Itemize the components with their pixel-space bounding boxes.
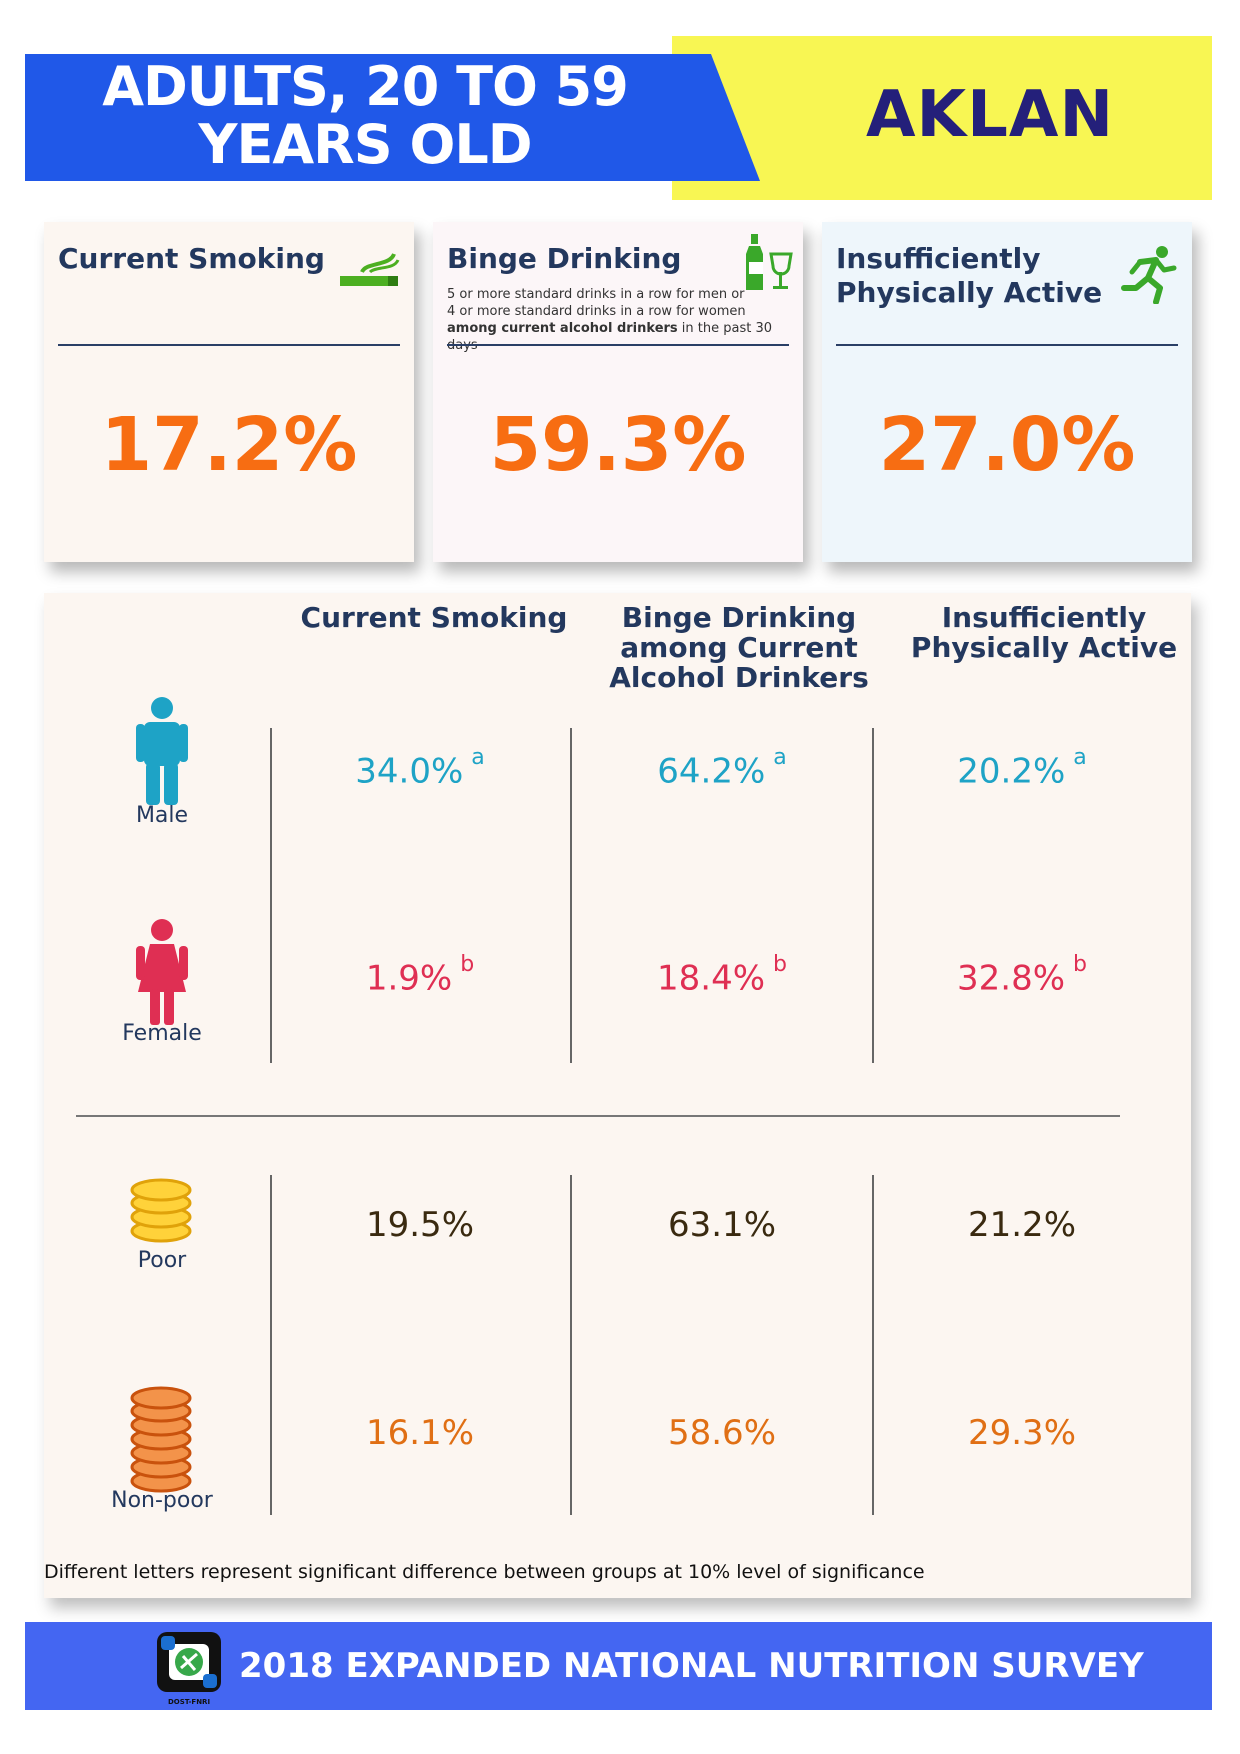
summary-card-title: Insufficiently Physically Active — [836, 242, 1103, 309]
logo-caption: DOST-FNRI — [167, 1698, 211, 1706]
cell-nonpoor-inactive: 29.3% — [967, 1413, 1076, 1453]
cell-poor-binge: 63.1% — [667, 1205, 776, 1245]
page-title: ADULTS, 20 TO 59 YEARS OLD — [60, 58, 670, 174]
section-divider — [76, 1115, 1120, 1117]
significance-footnote: Different letters represent significant … — [44, 1561, 925, 1583]
cell-nonpoor-smoking: 16.1% — [365, 1413, 474, 1453]
female-icon — [136, 919, 188, 1025]
column-header-physical-activity: Insufficiently Physically Active — [910, 601, 1178, 664]
summary-card-title: Current Smoking — [58, 242, 325, 275]
cell-nonpoor-binge: 58.6% — [667, 1413, 776, 1453]
row-label-female: Female — [122, 1021, 202, 1046]
cell-poor-smoking: 19.5% — [365, 1205, 474, 1245]
column-divider — [570, 1175, 572, 1515]
row-label-male: Male — [135, 803, 189, 828]
column-divider — [872, 1175, 874, 1515]
summary-value: 59.3% — [489, 402, 747, 488]
column-divider — [270, 728, 272, 1063]
row-label-poor: Poor — [137, 1248, 187, 1273]
column-divider — [570, 728, 572, 1063]
card-divider — [447, 344, 789, 346]
cell-poor-inactive: 21.2% — [967, 1205, 1076, 1245]
header-yellow-band — [672, 36, 1212, 200]
cell-female-smoking: 1.9% b — [365, 952, 475, 999]
column-divider — [270, 1175, 272, 1515]
summary-value: 27.0% — [878, 402, 1136, 488]
cell-male-smoking: 34.0% a — [355, 745, 485, 792]
summary-card-title: Binge Drinking — [447, 242, 682, 275]
running-person-icon — [1121, 246, 1177, 304]
header-blue-band — [25, 54, 760, 181]
column-divider — [872, 728, 874, 1063]
column-header-smoking: Current Smoking — [300, 601, 568, 634]
coins-small-stack-icon — [130, 1178, 192, 1243]
card-divider — [58, 344, 400, 346]
footer-banner: DOST-FNRI 2018 EXPANDED NATIONAL NUTRITI… — [25, 1622, 1212, 1710]
card-divider — [836, 344, 1178, 346]
cigarette-icon — [340, 252, 400, 286]
summary-value: 17.2% — [100, 402, 358, 488]
column-header-binge-drinking: Binge Drinking among Current Alcohol Dri… — [609, 601, 869, 694]
breakdown-table: Current Smoking Binge Drinking among Cur… — [44, 593, 1191, 1598]
summary-card-binge-drinking: Binge Drinking 5 or more standard drinks… — [433, 222, 803, 562]
page-title-line1: ADULTS, 20 TO 59 — [102, 55, 629, 118]
region-name: AKLAN — [866, 78, 1114, 152]
dost-fnri-logo-icon — [157, 1632, 221, 1692]
footer-title: 2018 EXPANDED NATIONAL NUTRITION SURVEY — [239, 1646, 1144, 1686]
page-title-line2: YEARS OLD — [198, 113, 532, 176]
cell-female-binge: 18.4% b — [657, 952, 787, 999]
cell-male-binge: 64.2% a — [657, 745, 787, 792]
row-label-non-poor: Non-poor — [111, 1488, 213, 1513]
binge-definition-note: 5 or more standard drinks in a row for m… — [447, 287, 773, 353]
male-icon — [136, 697, 188, 805]
cell-female-inactive: 32.8% b — [957, 952, 1087, 999]
summary-card-smoking: Current Smoking 17.2% — [44, 222, 414, 562]
bottle-glass-icon — [746, 234, 793, 290]
cell-male-inactive: 20.2% a — [957, 745, 1087, 792]
coins-tall-stack-icon — [130, 1386, 192, 1493]
summary-card-physical-activity: Insufficiently Physically Active 27.0% — [822, 222, 1192, 562]
